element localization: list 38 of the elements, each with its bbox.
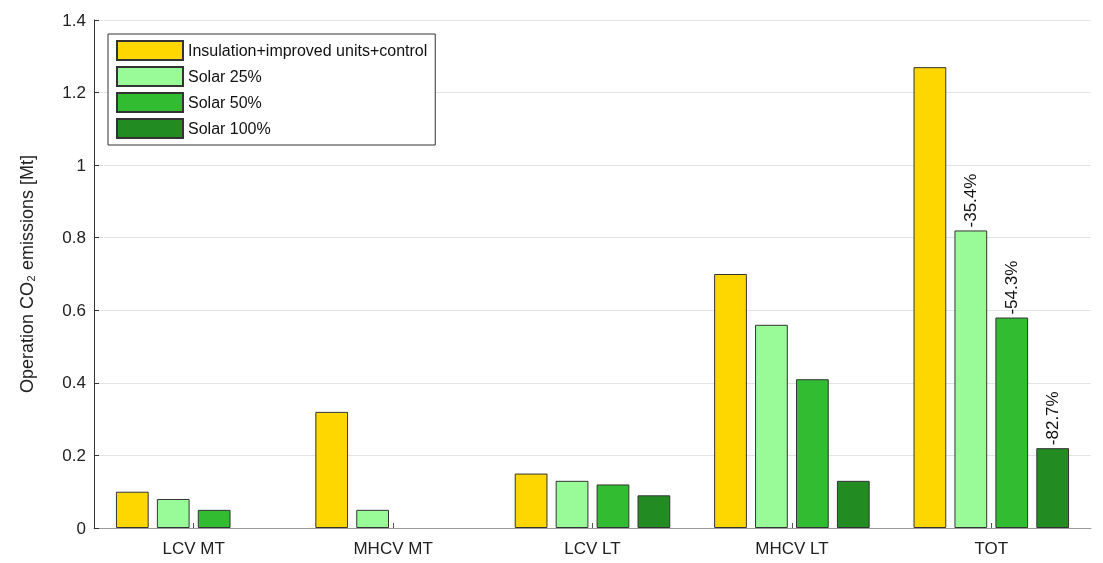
bar: [356, 509, 390, 528]
y-tick-label: 0.6: [62, 300, 86, 320]
x-tick-label: LCV LT: [564, 539, 621, 558]
bar: [1036, 448, 1070, 528]
legend-label: Solar 100%: [188, 120, 271, 137]
bar: [115, 491, 149, 528]
y-tick-label: 0.4: [62, 373, 86, 393]
y-axis-title: Operation CO₂ emissions [Mt]: [17, 154, 37, 394]
x-tick-label: MHCV LT: [755, 539, 829, 558]
bar: [995, 317, 1029, 528]
y-tick-label: 1.4: [62, 10, 86, 30]
y-tick-label: 1.2: [62, 83, 86, 103]
bar: [795, 379, 829, 528]
y-tick-label: 1: [76, 155, 86, 175]
bar: [555, 480, 589, 528]
bar: [714, 274, 747, 528]
annotation: -82.7%: [1043, 391, 1063, 446]
legend-label: Insulation+improved units+control: [188, 42, 428, 59]
bar: [197, 509, 231, 528]
x-tick-label: TOT: [974, 539, 1009, 558]
bar: [836, 480, 870, 528]
annotation: -35.4%: [961, 173, 981, 228]
legend-label: Solar 25%: [188, 68, 262, 85]
y-tick-label: 0.8: [62, 228, 86, 248]
bar: [315, 411, 349, 528]
bar: [596, 484, 630, 528]
y-tick-label: 0: [76, 518, 86, 538]
x-tick-label: MHCV MT: [353, 539, 433, 558]
bar: [913, 67, 947, 528]
bar: [156, 498, 190, 528]
bar: [514, 473, 548, 528]
bar: [637, 495, 671, 528]
annotation: -54.3%: [1002, 260, 1022, 315]
legend-label: Solar 50%: [188, 94, 262, 111]
y-tick-label: 0.2: [62, 445, 86, 465]
bar: [954, 230, 988, 528]
bar: [755, 324, 788, 528]
x-tick-label: LCV MT: [162, 539, 225, 558]
